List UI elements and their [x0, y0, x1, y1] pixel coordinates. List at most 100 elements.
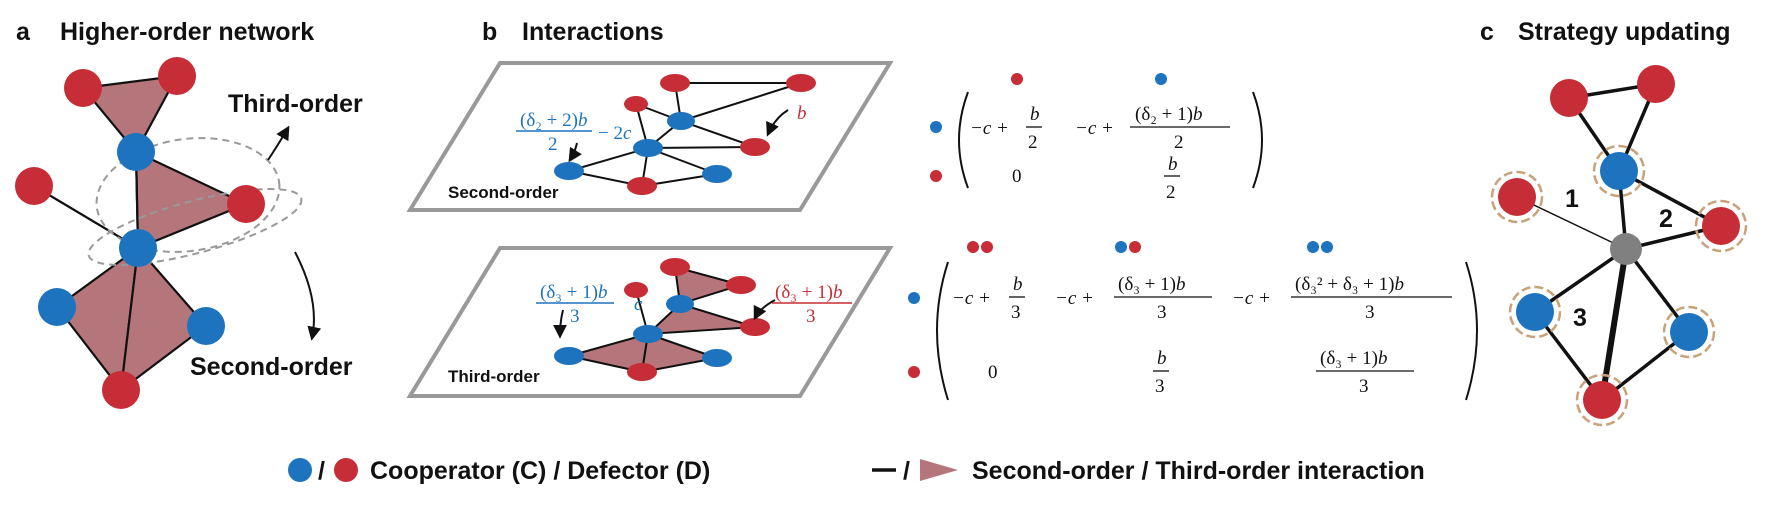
third-order-matrix: −c + b 3 −c + (δ₃ + 1)b 3 −c + (δ₃² + δ₃… [908, 241, 1478, 401]
svg-text:(δ₃² + δ₃ + 1)b: (δ₃² + δ₃ + 1)b [1295, 274, 1404, 295]
second-order-network [554, 74, 816, 195]
svg-text:b: b [1030, 104, 1040, 125]
triangle-bottom-right [119, 245, 208, 393]
triangle-top [80, 74, 179, 154]
annotation-arrow [753, 299, 776, 321]
defector-node [1550, 79, 1588, 117]
edge [33, 185, 139, 249]
defector-node [102, 371, 140, 409]
svg-text:(δ₃ + 1)b: (δ₃ + 1)b [1320, 348, 1387, 369]
annotation-arrow [553, 309, 568, 339]
svg-text:3: 3 [570, 306, 580, 327]
third-order-plane-label: Third-order [448, 367, 540, 386]
edge-label-1: 1 [1565, 185, 1579, 213]
third-order-network [554, 258, 770, 381]
panel-a-title: Higher-order network [60, 18, 314, 46]
col-header-D [1011, 73, 1023, 85]
third-order-label: Third-order [228, 90, 363, 118]
panel-b: b Interactions Se [406, 18, 1478, 401]
third-order-c-annot: c [634, 294, 643, 315]
svg-text:3: 3 [1157, 302, 1167, 323]
cooperator-node [119, 229, 157, 267]
panel-b-letter: b [482, 18, 497, 46]
svg-text:3: 3 [806, 306, 816, 327]
cooperator-legend-dot [288, 458, 312, 482]
row-header-D [930, 170, 942, 182]
svg-text:2: 2 [1174, 132, 1184, 153]
panel-a: a Higher-order network Third-order Secon… [15, 18, 363, 409]
cooperator-node [1670, 313, 1708, 351]
cooperator-node [1600, 152, 1638, 190]
legend-slash-nodes: / [318, 457, 325, 485]
annotation-arrow [766, 109, 789, 137]
second-order-arrow [294, 251, 322, 341]
cooperator-node [117, 133, 155, 171]
col-header-CC [1307, 241, 1319, 253]
cooperator-node [187, 307, 225, 345]
svg-text:3: 3 [1155, 376, 1165, 397]
second-order-red-annot: b [797, 103, 807, 124]
defector-node [1498, 178, 1536, 216]
second-order-matrix: −c + b 2 −c + (δ₂ + 1)b 2 0 b 2 [930, 73, 1263, 203]
panel-c-title: Strategy updating [1518, 18, 1731, 46]
second-order-plane-label: Second-order [448, 183, 559, 202]
svg-text:3: 3 [1365, 302, 1375, 323]
row-header-C [930, 121, 942, 133]
edge-label-2: 2 [1659, 205, 1673, 233]
edge-label-3: 3 [1573, 304, 1587, 332]
defector-legend-dot [334, 458, 358, 482]
svg-text:b: b [1168, 154, 1178, 175]
third-order-red-annotation: (δ₃ + 1)b 3 [772, 282, 852, 327]
panel-b-title: Interactions [522, 18, 664, 46]
second-order-plane [406, 61, 894, 212]
third-order-group [95, 137, 281, 253]
svg-text:2: 2 [1166, 182, 1176, 203]
svg-text:(δ₂ + 1)b: (δ₂ + 1)b [1135, 104, 1202, 125]
second-order-label: Second-order [190, 353, 353, 381]
defector-node [227, 185, 265, 223]
svg-text:−c +: −c + [952, 288, 991, 309]
third-order-plane [406, 246, 894, 398]
legend-nodes-text: Cooperator (C) / Defector (D) [370, 457, 710, 485]
defector-node [1583, 381, 1621, 419]
legend-slash-interactions: / [903, 457, 910, 485]
panel-a-letter: a [16, 18, 31, 46]
svg-text:−c +: −c + [1055, 288, 1094, 309]
svg-text:0: 0 [988, 362, 998, 383]
third-order-legend-triangle [920, 459, 958, 481]
annotation-arrow [568, 142, 582, 163]
svg-text:(δ₃ + 1)b: (δ₃ + 1)b [540, 282, 607, 303]
second-order-payoff-annotation: (δ₂ + 2)b 2 − 2c [516, 110, 632, 155]
svg-text:0: 0 [1012, 166, 1022, 187]
svg-text:(δ₃ + 1)b: (δ₃ + 1)b [775, 282, 842, 303]
focal-node [1610, 233, 1642, 265]
legend: / Cooperator (C) / Defector (D) / Second… [288, 457, 1425, 485]
defector-node [1637, 65, 1675, 103]
panel-c: c Strategy updating [1480, 18, 1748, 427]
panel-c-letter: c [1480, 18, 1494, 46]
row-header-C [908, 292, 920, 304]
svg-text:− 2c: − 2c [598, 123, 632, 144]
row-header-D [908, 366, 920, 378]
svg-text:3: 3 [1359, 376, 1369, 397]
col-header-DD [967, 241, 979, 253]
legend-interactions-text: Second-order / Third-order interaction [972, 457, 1425, 485]
svg-text:−c +: −c + [1232, 288, 1271, 309]
svg-text:b: b [1157, 348, 1167, 369]
col-header-C [1155, 73, 1167, 85]
svg-text:(δ₃ + 1)b: (δ₃ + 1)b [1118, 274, 1185, 295]
third-order-arrow [267, 125, 290, 161]
third-order-blue-annotation: (δ₃ + 1)b 3 [536, 282, 614, 327]
second-order-group [87, 188, 303, 266]
defector-node [1702, 207, 1740, 245]
svg-text:−c +: −c + [1075, 118, 1114, 139]
defector-node [158, 57, 196, 95]
svg-text:−c +: −c + [970, 118, 1009, 139]
cooperator-node [1516, 293, 1554, 331]
svg-text:2: 2 [1028, 132, 1038, 153]
defector-node [15, 167, 53, 205]
svg-text:2: 2 [548, 134, 558, 155]
svg-text:b: b [1013, 274, 1023, 295]
defector-node [64, 69, 102, 107]
